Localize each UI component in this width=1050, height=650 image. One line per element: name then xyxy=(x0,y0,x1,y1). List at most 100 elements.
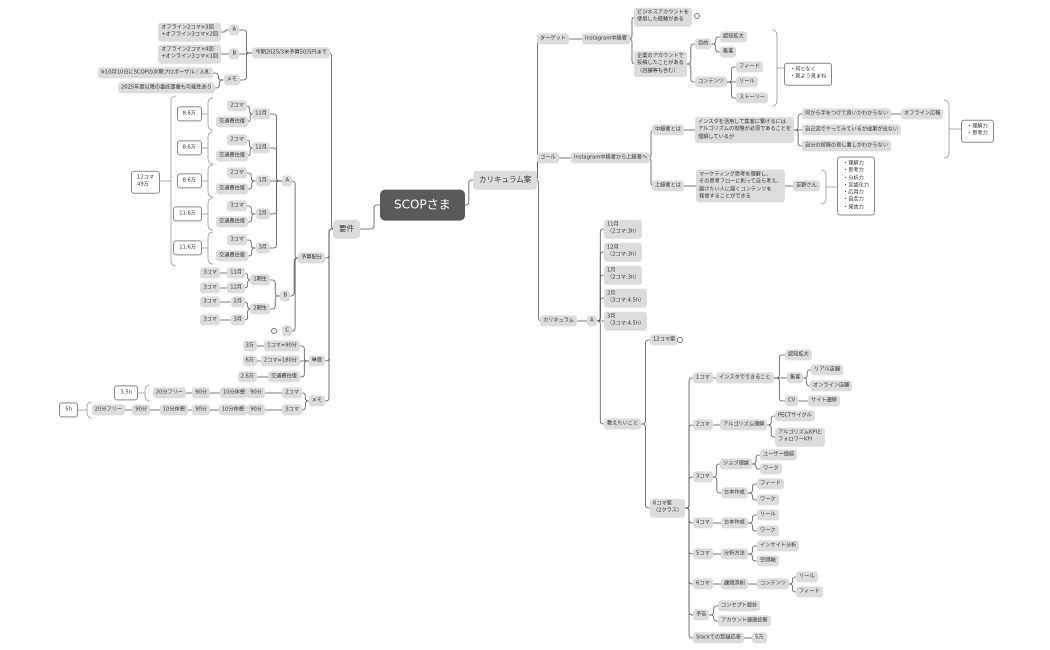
node-intermediate-desc[interactable]: インスタを活用して集客に繋げるには アルゴリズムの攻略が必須であることを 理解し… xyxy=(695,117,795,143)
node-allocation-a[interactable]: A xyxy=(282,175,292,187)
node-business-account[interactable]: ビジネスアカウントを 使用した経験がある xyxy=(634,7,692,27)
node-month[interactable]: 1月 （2コマ:3h） xyxy=(604,265,643,285)
node-item[interactable]: アルゴリズムKPIと フォロワーKPI xyxy=(775,427,826,447)
node-session[interactable]: 6コマ xyxy=(693,578,713,590)
node-memo-item[interactable]: 2025年度以降の委託事業も可能性あり xyxy=(117,82,215,94)
node-budget-a-text[interactable]: オフライン2コマ×3回 +オフライン3コマ×2回 xyxy=(158,22,221,42)
note-box-cost[interactable]: 11.6万 xyxy=(173,240,202,256)
node-issue[interactable]: 自分の投稿の良し悪しがわからない xyxy=(802,140,892,152)
node-item[interactable]: 空間軸 xyxy=(757,555,779,567)
node-topic[interactable]: 課題添削 xyxy=(721,578,748,590)
node-step[interactable]: 20分フリー xyxy=(152,387,186,399)
node-unit-item[interactable]: 交通費往復 xyxy=(268,371,300,383)
note-box-cost[interactable]: 8.6万 xyxy=(176,140,202,156)
node-item[interactable]: コンセプト設計 xyxy=(718,600,761,612)
node-item[interactable]: オンライン店舗 xyxy=(810,380,853,392)
node-topic[interactable]: 台本作成 xyxy=(721,517,748,529)
node-issue[interactable]: 自己流でやってみているが成果が出ない xyxy=(802,124,902,136)
node-plan-a[interactable]: A xyxy=(587,315,597,327)
node-item[interactable]: ワーク xyxy=(757,525,779,537)
node-budget-a[interactable]: A xyxy=(229,24,239,36)
node-step[interactable]: 10分休憩 xyxy=(159,404,188,416)
node-sessions[interactable]: 3コマ xyxy=(200,282,220,294)
central-topic[interactable]: SCOPさま xyxy=(380,189,465,221)
node-cohort[interactable]: 1期生 xyxy=(250,274,270,286)
node-purpose-item[interactable]: 認知拡大 xyxy=(720,31,747,43)
node-content-item[interactable]: フィード xyxy=(736,61,763,73)
node-month[interactable]: 3月 xyxy=(255,242,270,254)
node-content[interactable]: コンテンツ xyxy=(695,76,727,88)
node-sessions[interactable]: 2コマ xyxy=(227,167,247,179)
node-step[interactable]: 10分休憩 xyxy=(218,404,247,416)
node-travel[interactable]: 交通費往復 xyxy=(216,183,248,195)
node-sessions[interactable]: 2コマ xyxy=(227,134,247,146)
node-session[interactable]: 1コマ xyxy=(693,372,713,384)
node-price[interactable]: 3万 xyxy=(242,340,257,352)
node-item[interactable]: CV xyxy=(785,395,799,407)
node-budget[interactable]: 今期2025/3末予算50万円まで xyxy=(252,47,330,59)
note-box-cost[interactable]: 11.6万 xyxy=(173,206,202,222)
node-unit-price[interactable]: 単価 xyxy=(308,355,325,367)
node-unit-item[interactable]: 1コマ=90分 xyxy=(264,340,300,352)
note-box-cost[interactable]: 8.6万 xyxy=(176,106,202,122)
node-session[interactable]: 3コマ xyxy=(693,471,713,483)
node-month[interactable]: 11月 （2コマ:3h） xyxy=(604,219,643,239)
node-session[interactable]: 4コマ xyxy=(693,517,713,529)
node-topic[interactable]: コンテンツ xyxy=(757,578,789,590)
node-sessions[interactable]: 3コマ xyxy=(200,314,220,326)
node-month[interactable]: 1月 xyxy=(255,175,270,187)
node-goal-text[interactable]: Instagram中級者から上級者へ xyxy=(571,152,651,164)
branch-curriculum-plan[interactable]: カリキュラム案 xyxy=(473,170,538,190)
node-offline-pr[interactable]: オフライン広報 xyxy=(901,108,944,120)
node-item[interactable]: サイト遷移 xyxy=(808,395,840,407)
node-cohort[interactable]: 2期生 xyxy=(250,303,270,315)
node-month[interactable]: 3月 xyxy=(230,314,245,326)
node-sessions[interactable]: 3コマ xyxy=(227,234,247,246)
node-step[interactable]: 90分 xyxy=(192,404,210,416)
node-item[interactable]: ユーザー価値 xyxy=(760,449,798,461)
node-topic[interactable]: アルゴリズム理解 xyxy=(720,419,768,431)
node-step[interactable]: 90分 xyxy=(192,387,210,399)
node-item[interactable]: PECTサイクル xyxy=(775,410,815,422)
node-item[interactable]: リール xyxy=(796,571,818,583)
node-sessions[interactable]: 2コマ xyxy=(227,100,247,112)
node-curriculum[interactable]: カリキュラム xyxy=(540,315,577,327)
node-topic[interactable]: 台本作成 xyxy=(721,487,748,499)
node-allocation[interactable]: 予算配分 xyxy=(298,252,325,264)
note-box[interactable]: ・何となく ・見よう見まね xyxy=(784,62,833,86)
node-sessions[interactable]: 3コマ xyxy=(200,267,220,279)
node-item[interactable]: ワーク xyxy=(760,463,782,475)
node-sessions[interactable]: 3コマ xyxy=(200,296,220,308)
node-month[interactable]: 12月 xyxy=(227,282,245,294)
node-allocation-c[interactable]: C xyxy=(282,325,292,337)
node-month[interactable]: 11月 xyxy=(252,108,270,120)
node-travel[interactable]: 交通費往復 xyxy=(216,250,248,262)
node-issue[interactable]: 何から手をつけて良いかわからない xyxy=(802,108,892,120)
node-memo[interactable]: メモ xyxy=(308,395,325,407)
note-box-cost[interactable]: 8.6万 xyxy=(176,173,202,189)
node-schedule[interactable]: 2コマ xyxy=(282,387,302,399)
node-month[interactable]: 12月 （2コマ:3h） xyxy=(604,242,643,262)
node-step[interactable]: 90分 xyxy=(247,404,265,416)
node-memo[interactable]: メモ xyxy=(223,74,240,86)
note-box-total[interactable]: 3.5h xyxy=(114,385,138,401)
node-teach[interactable]: 教えたいこと xyxy=(604,418,642,430)
note-box-total[interactable]: 12コマ 49万 xyxy=(131,170,160,194)
node-goal[interactable]: ゴール xyxy=(537,152,559,164)
node-corporate-account[interactable]: 企業のアカウントで 投稿したことがある （店舗等も含む） xyxy=(634,51,687,77)
collapse-icon[interactable] xyxy=(271,328,277,334)
note-box-total[interactable]: 5h xyxy=(59,402,78,418)
node-purpose[interactable]: 目的 xyxy=(695,38,712,50)
node-price[interactable]: 5万 xyxy=(752,632,767,644)
node-allocation-b[interactable]: B xyxy=(280,290,290,302)
branch-requirements[interactable]: 要件 xyxy=(333,219,360,239)
node-month[interactable]: 11月 xyxy=(227,267,245,279)
node-session[interactable]: 5コマ xyxy=(693,548,713,560)
node-step[interactable]: 90分 xyxy=(132,404,150,416)
collapse-icon[interactable] xyxy=(677,337,683,343)
node-advanced-desc[interactable]: マーケティング思考を理解し、 その思考フローに則って自ら考え、 届けたい人に届く… xyxy=(696,169,785,203)
node-person[interactable]: 吉野さん xyxy=(793,180,820,192)
node-plan-6[interactable]: 6コマ案 （2クラス） xyxy=(650,498,686,518)
node-target-level[interactable]: Instagram中級者 xyxy=(582,33,630,45)
node-item[interactable]: 認知拡大 xyxy=(785,349,812,361)
